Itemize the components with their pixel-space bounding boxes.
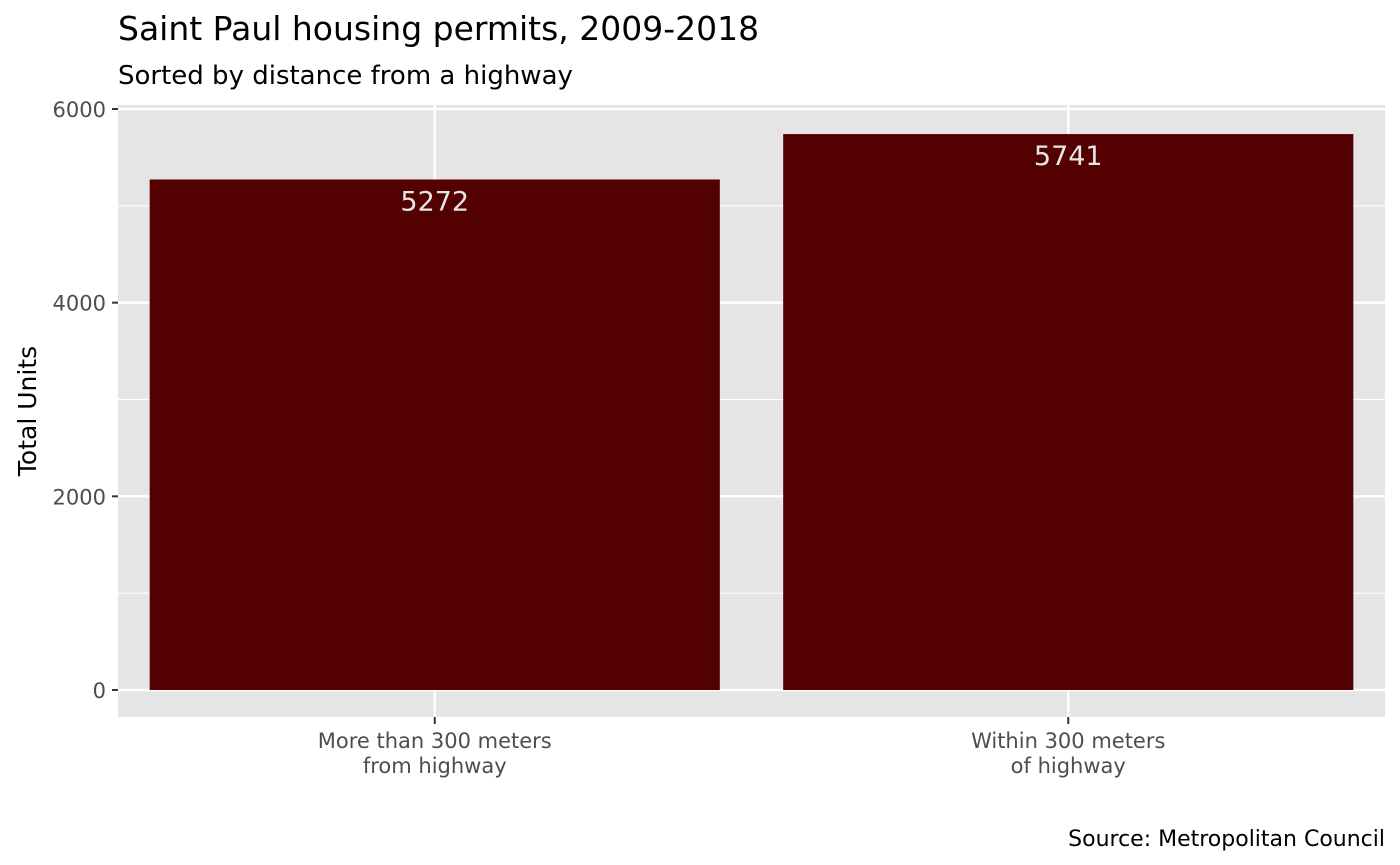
bar-data-label: 5272 bbox=[400, 186, 469, 217]
x-tick-label: More than 300 meters bbox=[318, 729, 552, 753]
chart-subtitle: Sorted by distance from a highway bbox=[118, 61, 573, 91]
chart-title: Saint Paul housing permits, 2009-2018 bbox=[118, 9, 759, 48]
y-tick-label: 6000 bbox=[53, 98, 106, 122]
x-tick-label: Within 300 meters bbox=[971, 729, 1165, 753]
bar bbox=[149, 179, 720, 690]
y-tick-label: 2000 bbox=[53, 485, 106, 509]
y-tick-label: 0 bbox=[93, 679, 106, 703]
bar bbox=[783, 134, 1354, 690]
y-tick-label: 4000 bbox=[53, 292, 106, 316]
x-tick-label: from highway bbox=[363, 754, 507, 778]
y-axis-title: Total Units bbox=[13, 346, 42, 477]
x-tick-label: of highway bbox=[1011, 754, 1126, 778]
bar-data-label: 5741 bbox=[1034, 141, 1103, 172]
chart-caption: Source: Metropolitan Council bbox=[1068, 827, 1385, 852]
plot-panel: 5272 5741 0 2000 4000 6000 More than 300 meter… bbox=[53, 98, 1385, 778]
